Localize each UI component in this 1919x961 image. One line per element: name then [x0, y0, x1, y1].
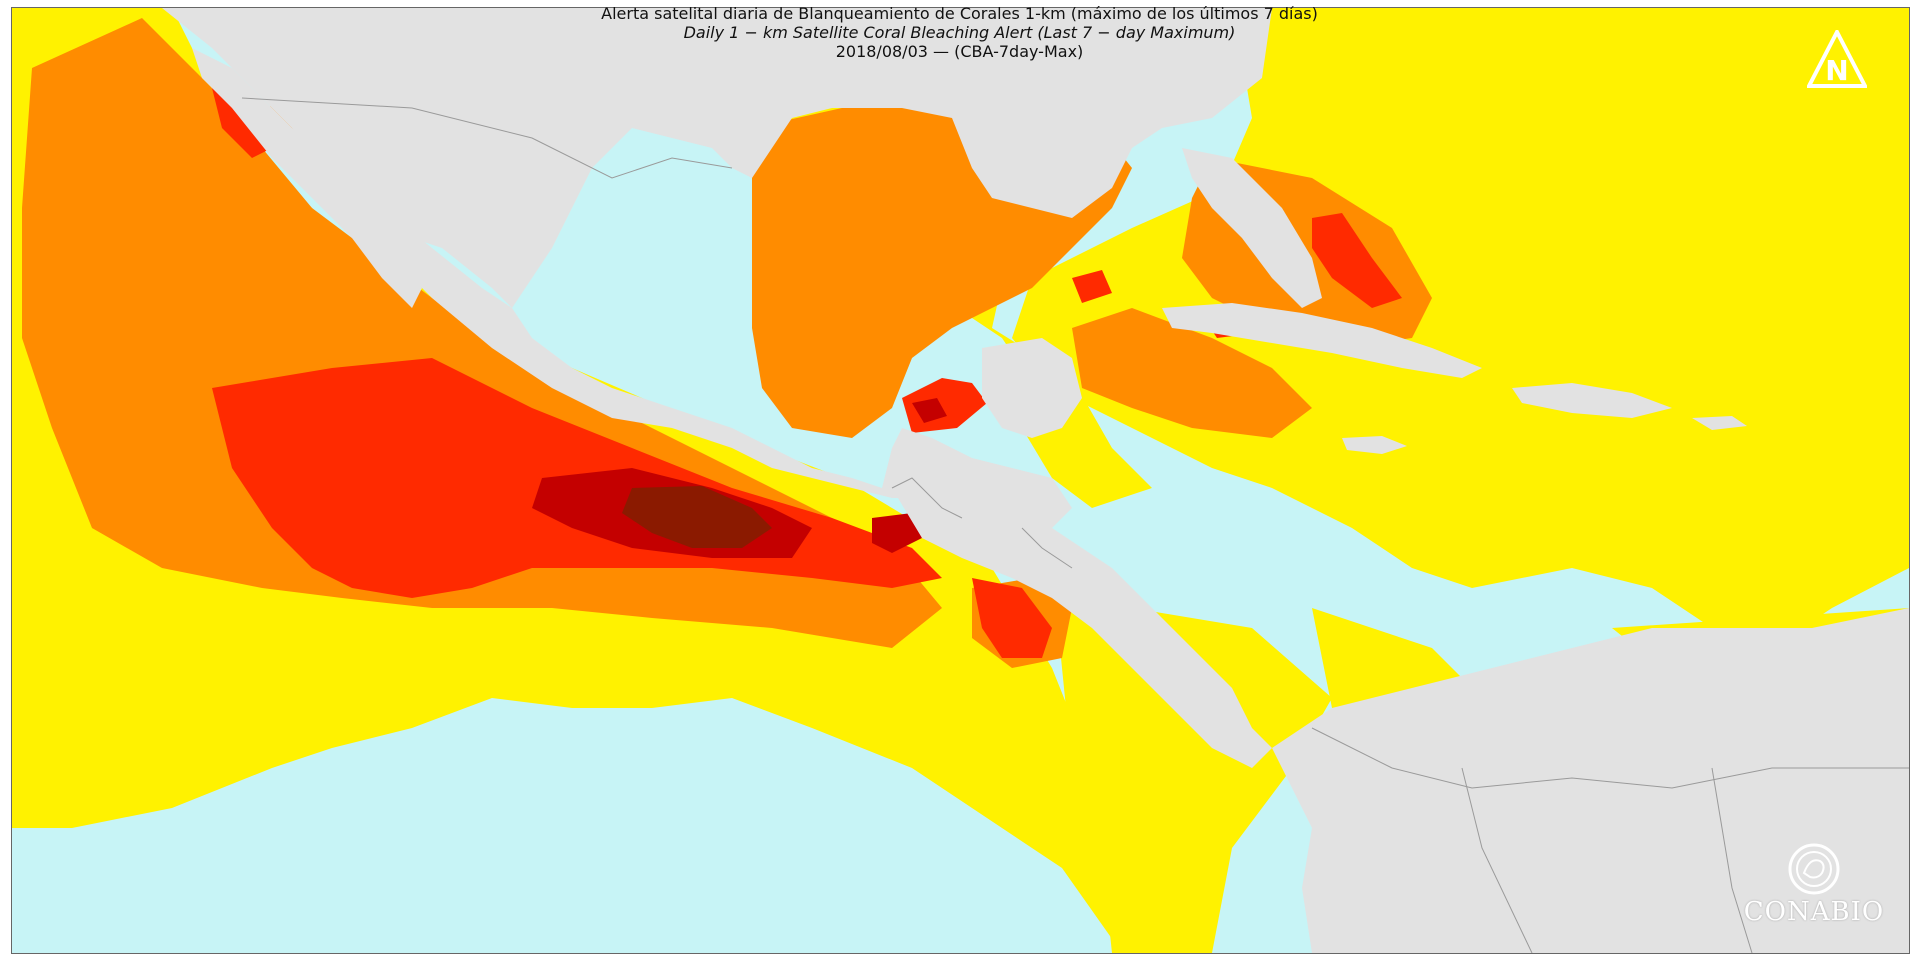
- map-title-spanish: Alerta satelital diaria de Blanqueamient…: [601, 4, 1318, 23]
- map-frame: [11, 7, 1910, 954]
- land-masses: [162, 8, 1909, 953]
- north-arrow-icon: N: [1807, 30, 1867, 88]
- coral-bleaching-map: [12, 8, 1909, 953]
- svg-text:N: N: [1825, 54, 1848, 87]
- country-borders: [241, 97, 1909, 953]
- map-title-date: 2018/08/03 — (CBA-7day-Max): [835, 42, 1084, 61]
- conabio-logo: CONABIO: [1739, 843, 1889, 927]
- conabio-seal-icon: [1788, 843, 1840, 895]
- map-title-english: Daily 1 − km Satellite Coral Bleaching A…: [683, 23, 1236, 42]
- conabio-wordmark: CONABIO: [1743, 897, 1885, 927]
- alert-max-zones: [622, 486, 772, 548]
